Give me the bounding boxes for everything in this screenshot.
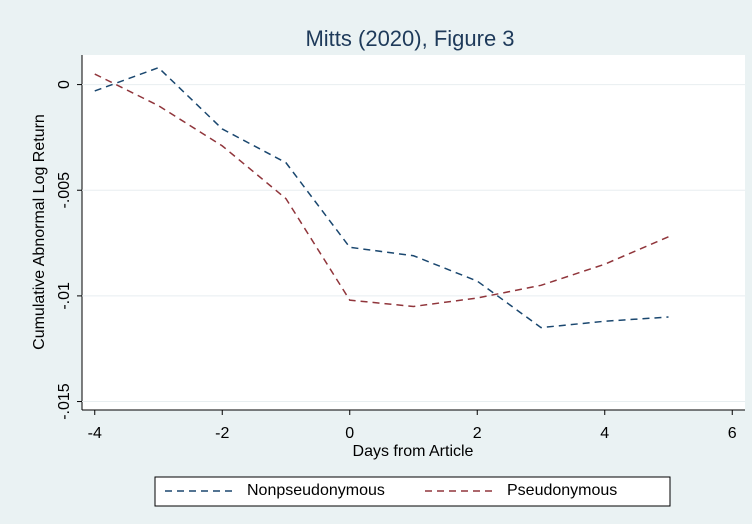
y-tick-label: 0 [56, 80, 73, 89]
chart-title: Mitts (2020), Figure 3 [305, 26, 514, 51]
y-tick-label: -.01 [56, 282, 73, 310]
legend-box [154, 476, 671, 507]
y-axis-label: Cumulative Abnormal Log Return [31, 114, 48, 350]
series-line [94, 66, 669, 329]
x-tick-label: -4 [88, 425, 102, 442]
legend-label: Nonpseudonymous [247, 482, 385, 499]
x-tick-label: 0 [345, 425, 354, 442]
x-tick-label: 6 [728, 425, 737, 442]
x-tick-label: -2 [215, 425, 229, 442]
x-tick-label: 4 [600, 425, 609, 442]
y-tick-label: -.015 [56, 383, 73, 420]
legend-label: Pseudonymous [507, 482, 617, 499]
x-axis-label: Days from Article [353, 443, 474, 460]
plot-area [82, 55, 745, 410]
x-tick-label: 2 [473, 425, 482, 442]
y-tick-label: -.005 [56, 172, 73, 209]
series-line [94, 73, 669, 308]
